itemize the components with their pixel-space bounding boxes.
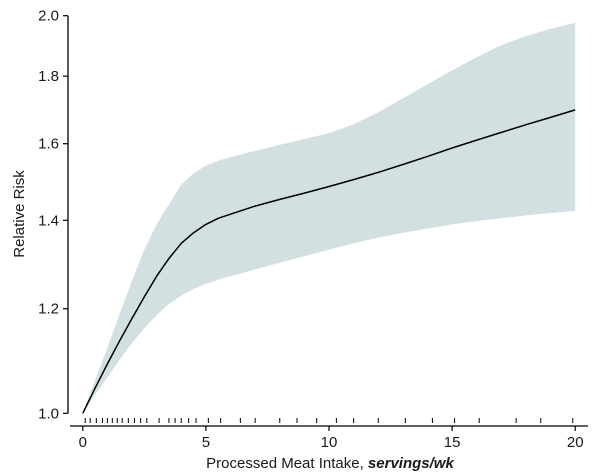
x-tick-label: 15 bbox=[444, 434, 461, 451]
y-axis-title: Relative Risk bbox=[11, 170, 28, 258]
y-tick-label: 1.0 bbox=[38, 405, 59, 422]
y-axis: 1.0 1.2 1.4 1.6 1.8 2.0 bbox=[38, 8, 69, 422]
y-tick-label: 1.8 bbox=[38, 68, 59, 85]
y-tick-label: 1.6 bbox=[38, 136, 59, 153]
x-tick-label: 0 bbox=[79, 434, 87, 451]
confidence-band bbox=[82, 22, 576, 414]
x-axis-title-main: Processed Meat Intake, bbox=[206, 455, 368, 472]
y-tick-label: 2.0 bbox=[38, 8, 59, 25]
y-tick-label: 1.4 bbox=[38, 212, 59, 229]
x-axis: 0 5 10 15 20 bbox=[70, 425, 588, 451]
x-tick-label: 5 bbox=[202, 434, 210, 451]
plot-area bbox=[82, 22, 576, 423]
confidence-band-layer bbox=[82, 22, 576, 414]
estimate-line-layer bbox=[82, 109, 576, 414]
x-tick-label: 10 bbox=[321, 434, 338, 451]
x-tick-label: 20 bbox=[567, 434, 584, 451]
y-tick-label: 1.2 bbox=[38, 301, 59, 318]
rug-ticks-layer bbox=[84, 418, 574, 423]
relative-risk-line bbox=[82, 109, 576, 414]
x-axis-title-unit: servings/wk bbox=[368, 455, 455, 472]
x-axis-title: Processed Meat Intake, servings/wk bbox=[206, 455, 454, 472]
